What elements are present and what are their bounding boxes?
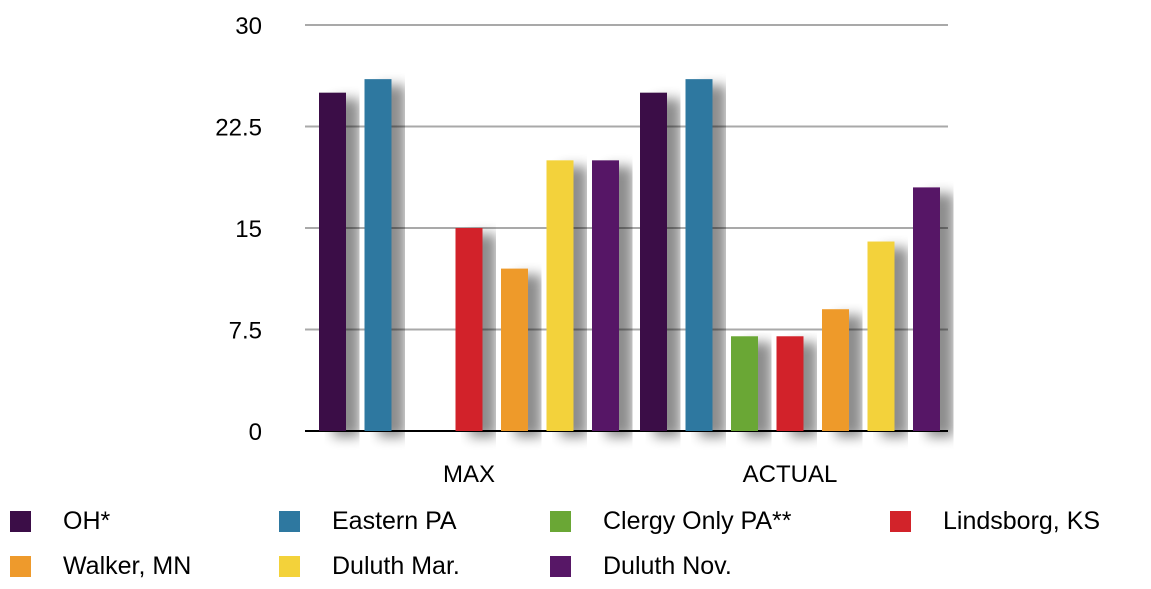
legend-item: OH* [10,506,110,536]
bar-chart: 0 7.5 15 22.5 30 MAX ACTUAL [215,13,948,488]
legend-swatch [550,555,571,577]
legend-item: Walker, MN [10,551,191,581]
legend-swatch [279,510,300,532]
bar [364,79,392,431]
legend-item: Duluth Nov. [550,551,732,581]
x-axis-categories: MAX ACTUAL [443,461,837,488]
y-tick-label: 0 [249,419,262,446]
y-tick-label: 30 [235,13,262,40]
bar [501,268,528,431]
bars [319,79,940,432]
bar [822,309,849,431]
bar [867,241,895,431]
y-tick-label: 22.5 [215,115,262,142]
legend-label: Duluth Mar. [332,551,460,580]
legend-swatch [10,510,31,532]
legend-label: Lindsborg, KS [943,506,1101,535]
bar [640,92,667,432]
x-category-label: MAX [443,461,495,488]
gridlines [305,24,948,432]
legend-label: Walker, MN [63,551,192,580]
legend-swatch [890,510,911,532]
bar [592,160,619,432]
legend-item: Duluth Mar. [279,551,460,581]
bar [546,160,574,432]
legend-swatch [550,510,571,532]
bar [776,336,804,431]
legend-label: Clergy Only PA** [603,506,792,535]
legend-label: OH* [63,506,111,535]
legend-swatch [10,555,31,577]
bar [319,92,346,432]
x-category-label: ACTUAL [743,461,838,488]
bar [685,79,713,431]
y-tick-label: 15 [235,216,262,243]
legend-item: Lindsborg, KS [890,506,1100,536]
bar [913,187,940,431]
bar [731,336,758,431]
y-axis-ticks: 0 7.5 15 22.5 30 [215,13,262,446]
y-tick-label: 7.5 [229,318,262,345]
legend-label: Duluth Nov. [603,551,732,580]
bar [455,228,483,431]
legend-label: Eastern PA [332,506,457,535]
legend-swatch [279,555,300,577]
legend-item: Clergy Only PA** [550,506,792,536]
legend-item: Eastern PA [279,506,457,536]
